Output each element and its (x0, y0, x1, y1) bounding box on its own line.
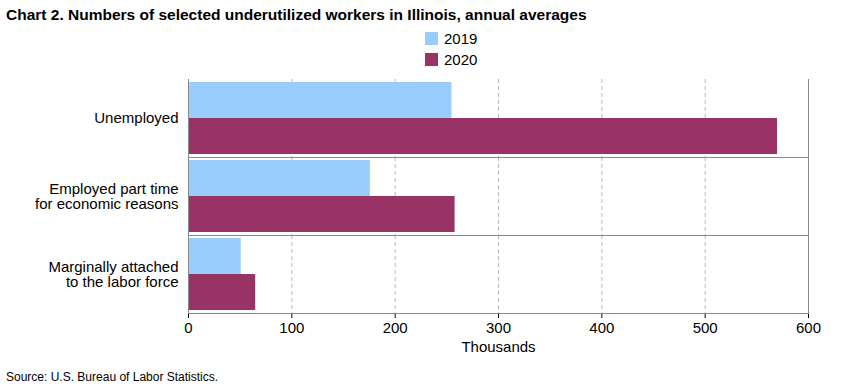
html-text:Chart 2. Numbers of selected u: Chart 2. Numbers of selected underutiliz… (6, 6, 587, 23)
svg-text:500: 500 (693, 319, 718, 336)
svg-text:Employed part timefor economic: Employed part timefor economic reasons (35, 180, 178, 212)
svg-text:Marginally attachedto the labo: Marginally attachedto the labor force (48, 258, 178, 290)
svg-text:200: 200 (383, 319, 408, 336)
html-text:2019: 2019 (444, 30, 478, 47)
svg-text:Unemployed: Unemployed (94, 109, 178, 126)
svg-text:0: 0 (184, 319, 192, 336)
html-text:2020: 2020 (444, 51, 478, 68)
svg-text:600: 600 (796, 319, 821, 336)
html-text:Source: U.S. Bureau of Labor S: Source: U.S. Bureau of Labor Statistics. (6, 370, 219, 384)
svg-text:100: 100 (279, 319, 304, 336)
svg-text:400: 400 (589, 319, 614, 336)
svg-text:Thousands: Thousands (461, 338, 535, 355)
svg-text:300: 300 (486, 319, 511, 336)
